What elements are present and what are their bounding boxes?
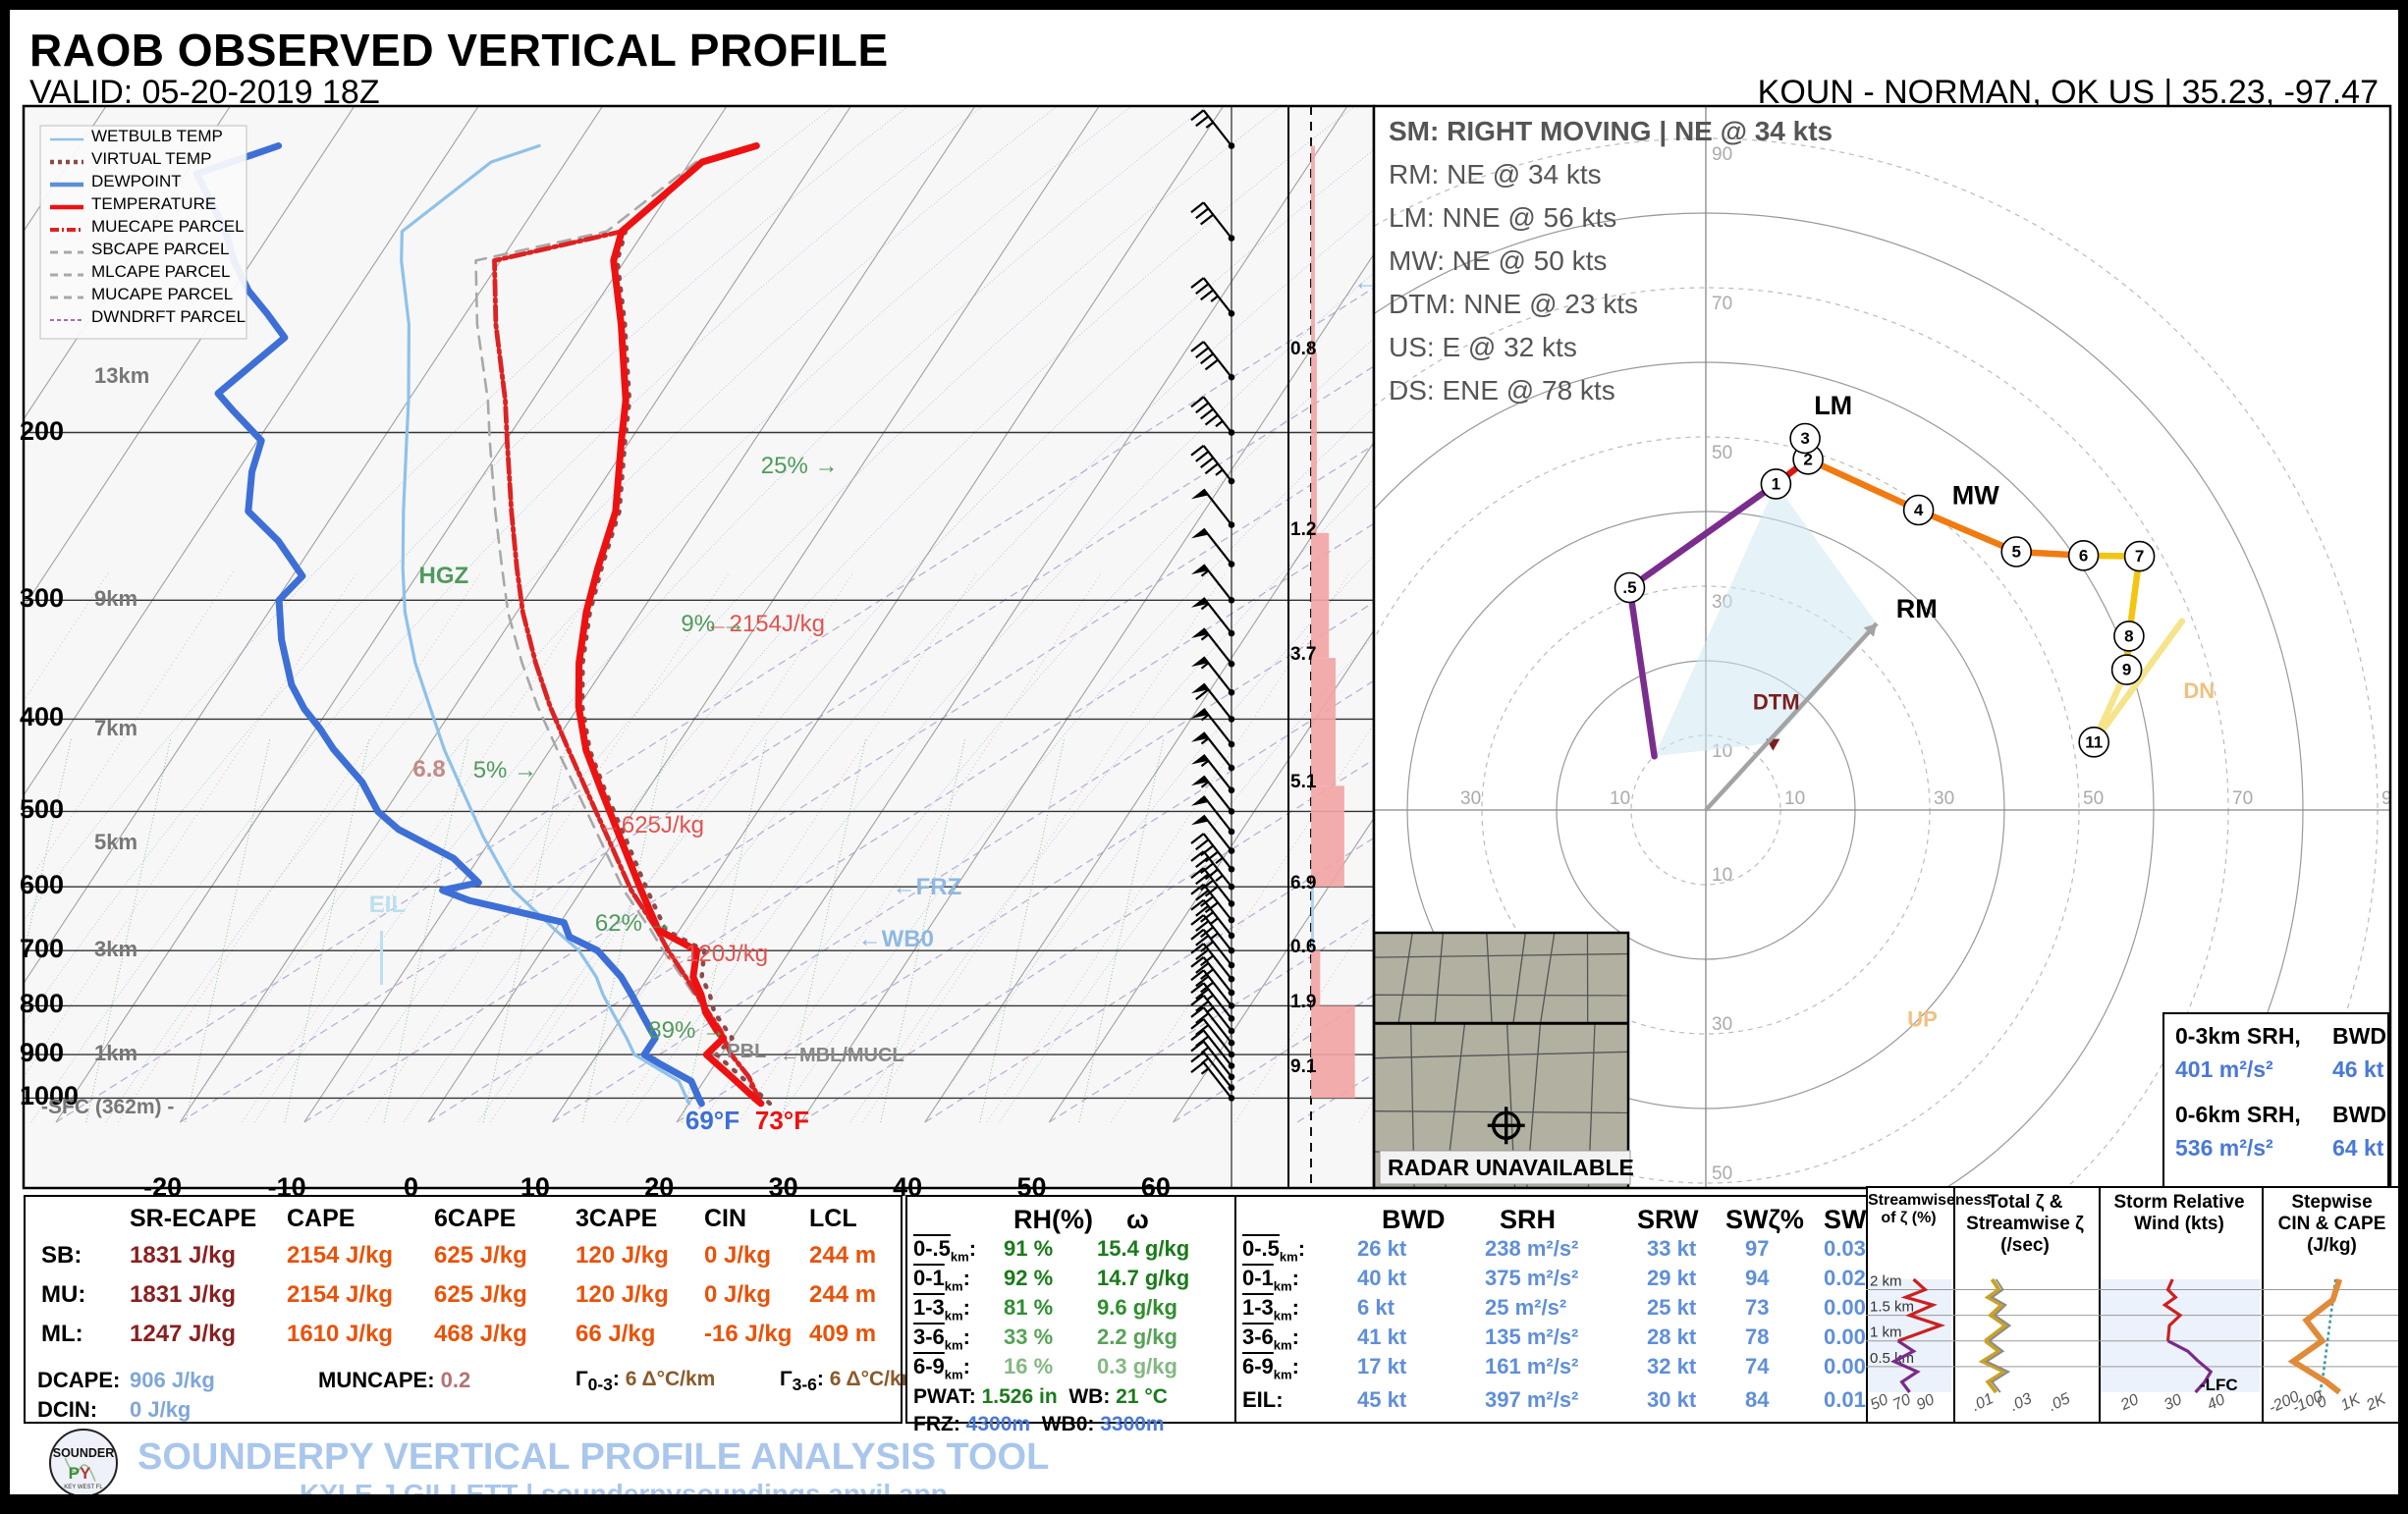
- svg-text:0.5 km: 0.5 km: [1870, 1350, 1914, 1367]
- svg-text:1.5 km: 1.5 km: [1870, 1299, 1914, 1316]
- svg-text:1 km: 1 km: [1870, 1325, 1902, 1341]
- svg-text:2 km: 2 km: [1870, 1273, 1902, 1290]
